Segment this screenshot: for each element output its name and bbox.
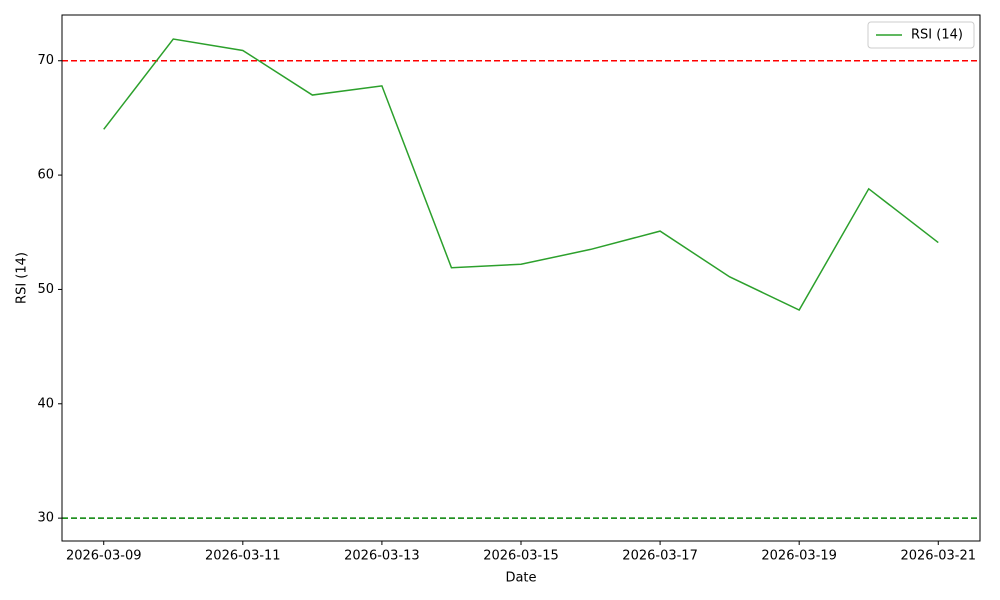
x-tick-label: 2026-03-09 — [66, 549, 142, 564]
x-axis-label: Date — [505, 571, 536, 586]
y-tick-label: 40 — [37, 396, 54, 411]
x-tick-label: 2026-03-15 — [483, 549, 559, 564]
x-tick-label: 2026-03-11 — [205, 549, 281, 564]
y-tick-label: 60 — [37, 168, 54, 183]
legend-box — [867, 21, 975, 49]
x-tick-label: 2026-03-17 — [622, 549, 698, 564]
y-tick-label: 30 — [37, 511, 54, 526]
x-tick-label: 2026-03-13 — [344, 549, 420, 564]
line-series — [103, 38, 939, 311]
x-tick-label: 2026-03-21 — [900, 549, 976, 564]
y-tick-label: 50 — [37, 282, 54, 297]
y-tick-label: 70 — [37, 53, 54, 68]
x-tick-label: 2026-03-19 — [761, 549, 837, 564]
plot-frame — [61, 14, 981, 542]
y-axis-label: RSI (14) — [15, 252, 30, 304]
legend-label: RSI (14) — [911, 28, 963, 43]
